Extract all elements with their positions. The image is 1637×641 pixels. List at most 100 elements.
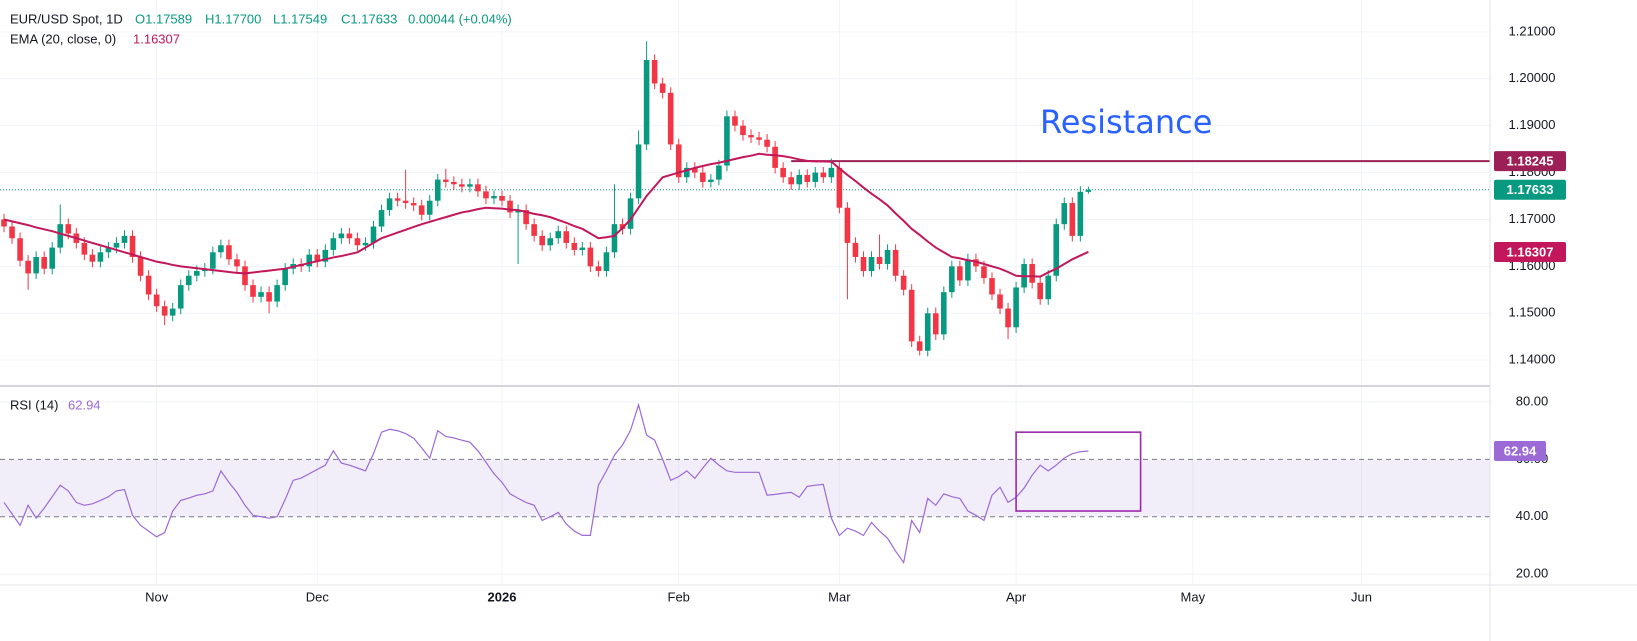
candle-body [306, 254, 313, 267]
candle-body [555, 231, 562, 239]
candle-body [547, 238, 554, 246]
candle-body [402, 200, 409, 204]
candle-body [772, 146, 778, 168]
candle-body [804, 174, 811, 182]
ema-legend-value: 1.16307 [133, 31, 180, 46]
x-tick-label: May [1181, 589, 1206, 604]
candle-body [418, 205, 425, 215]
annotation-text: Resistance [1040, 103, 1212, 141]
candle-body [97, 252, 104, 262]
candle-body [394, 198, 401, 201]
ohlc-open: O1.17589 [135, 11, 192, 26]
candle-body [884, 249, 891, 265]
candle-body [322, 249, 329, 262]
ohlc-low: L1.17549 [273, 11, 327, 26]
candle-body [378, 210, 385, 227]
rsi-band [0, 459, 1490, 517]
candle-body [844, 207, 851, 243]
rsi-tag: 62.94 [1504, 443, 1537, 458]
candle-body [716, 165, 722, 180]
candle-body [57, 224, 64, 248]
x-tick-label: 2026 [488, 589, 517, 604]
candle-body [242, 266, 248, 286]
ema-line [3, 152, 1089, 278]
candle-body [177, 285, 184, 309]
rsi-legend: RSI (14) [10, 397, 58, 412]
grid-layer [0, 0, 1490, 585]
candle-body [370, 226, 377, 243]
candle-body [796, 174, 803, 185]
candle-body [314, 254, 321, 262]
x-tick-label: Mar [828, 589, 851, 604]
candle-body [161, 306, 168, 316]
rsi-line [3, 402, 1089, 565]
candle-body [941, 292, 947, 335]
rsi-tag-bg [1494, 440, 1546, 461]
candle-body [571, 242, 578, 250]
candle-body [258, 292, 264, 297]
candle-body [113, 242, 120, 248]
y-tick-label: 1.21000 [1509, 23, 1556, 38]
candle-body [949, 266, 955, 293]
price-tag-bg [1494, 179, 1566, 200]
candle-body [499, 196, 505, 201]
candle-body [780, 167, 786, 178]
candle-body [41, 256, 47, 269]
candle-body [997, 294, 1003, 309]
candle-body [105, 247, 112, 253]
candle-body [683, 167, 690, 178]
x-tick-label: Dec [306, 589, 330, 604]
candle-body [587, 247, 594, 267]
candle-body [410, 203, 417, 206]
candle-body [900, 275, 907, 290]
ema-legend: EMA (20, close, 0) [10, 31, 116, 46]
x-tick-label: Nov [145, 589, 169, 604]
candle-body [812, 172, 819, 182]
candle-body [531, 224, 537, 236]
candle-body [748, 135, 754, 138]
candle-body [675, 144, 682, 178]
candle-body [193, 271, 200, 276]
ohlc-close: C1.17633 [341, 11, 397, 26]
candle-body [932, 313, 939, 335]
candle-body [459, 184, 465, 187]
candle-body [1, 219, 7, 227]
candle-body [129, 235, 136, 257]
candle-body [218, 245, 224, 253]
price-tag: 1.17633 [1507, 182, 1554, 197]
candle-body [836, 167, 843, 208]
y-tick-label: 40.00 [1516, 508, 1549, 523]
candle-body [764, 139, 770, 147]
candle-body [507, 200, 513, 213]
candle-body [989, 278, 995, 295]
candle-body [828, 167, 835, 178]
candle-body [65, 224, 72, 234]
symbol-title: EUR/USD Spot, 1D [10, 11, 123, 26]
y-tick-label: 80.00 [1516, 393, 1549, 408]
ohlc-high: H1.17700 [205, 11, 261, 26]
x-tick-label: Jun [1351, 589, 1372, 604]
y-tick-label: 1.19000 [1509, 117, 1556, 132]
candle-body [756, 137, 762, 140]
candle-body [860, 256, 867, 272]
candle-body [282, 268, 288, 286]
marks-layer [1, 41, 1490, 565]
candle-body [981, 266, 987, 279]
candle-body [708, 179, 714, 182]
candle-body [924, 313, 931, 351]
ema-tag: 1.16307 [1507, 244, 1554, 259]
candle-body [346, 233, 353, 239]
candle-body [81, 242, 88, 255]
candle-body [89, 254, 96, 262]
candle-body [17, 238, 23, 261]
candle-body [788, 177, 794, 185]
candle-body [1077, 191, 1084, 236]
candle-body [1013, 287, 1019, 328]
axes-layer: Nov Dec 2026 Feb Mar Apr May Jun 1.14000 1.15000 1… [145, 23, 1566, 604]
y-tick-label: 20.00 [1516, 566, 1549, 581]
y-tick-label: 1.20000 [1509, 70, 1556, 85]
candle-body [667, 92, 674, 145]
candle-body [250, 285, 256, 297]
candle-body [483, 191, 489, 199]
